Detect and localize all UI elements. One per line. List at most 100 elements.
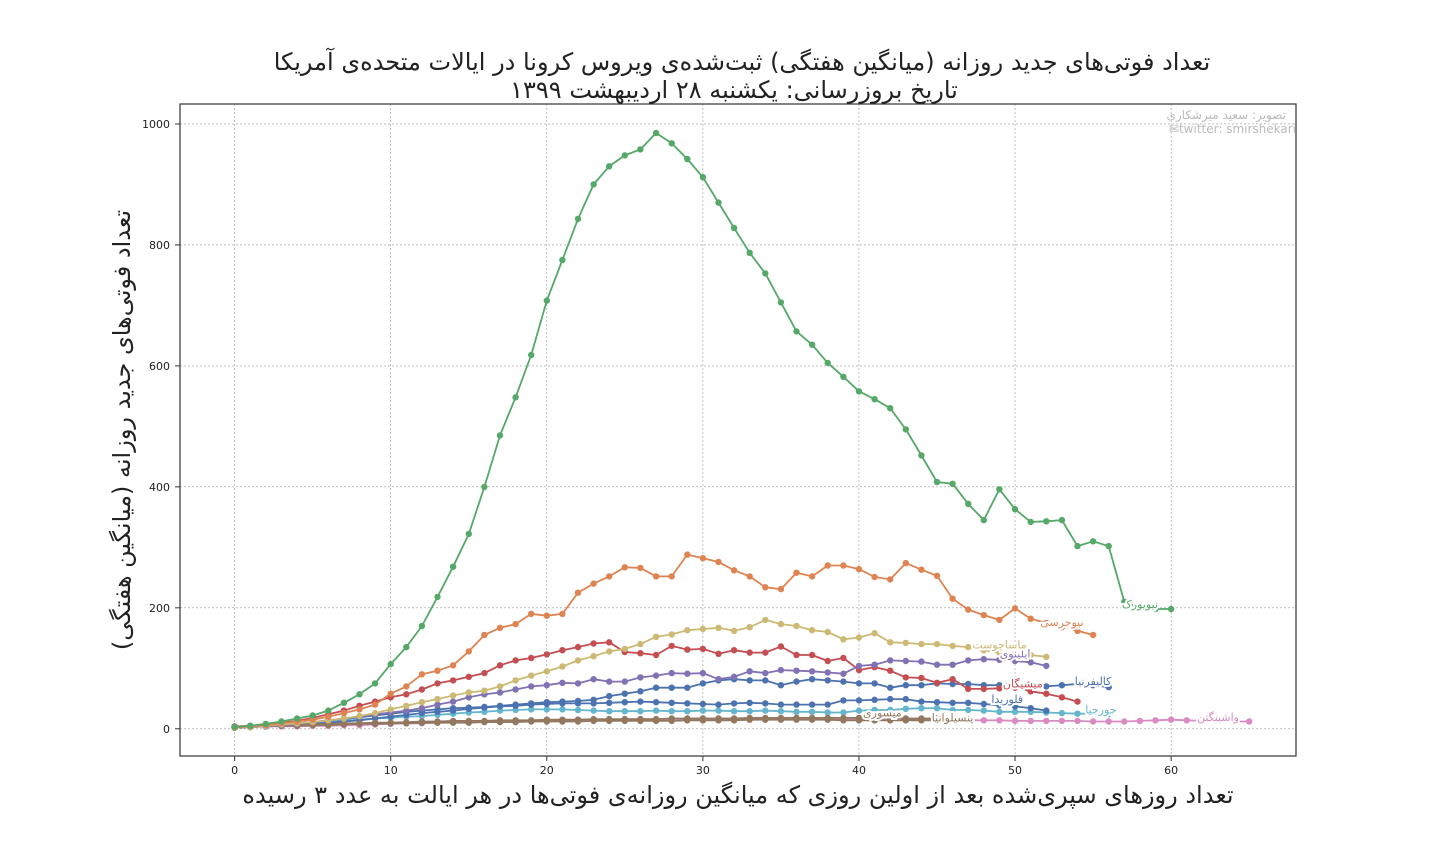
data-point <box>980 707 987 714</box>
data-point <box>699 680 707 687</box>
data-point <box>699 174 707 181</box>
data-point <box>1136 717 1144 725</box>
data-point <box>1011 506 1019 513</box>
data-point <box>1121 718 1128 725</box>
data-point <box>574 589 582 596</box>
data-point <box>449 563 457 570</box>
data-point <box>387 690 394 697</box>
data-point <box>1027 717 1034 725</box>
data-point <box>387 719 394 726</box>
data-point <box>684 708 691 715</box>
data-point <box>933 640 941 648</box>
data-point <box>684 155 691 163</box>
data-point <box>1089 631 1097 639</box>
data-point <box>340 699 348 706</box>
data-point <box>1074 698 1081 705</box>
data-point <box>574 657 582 664</box>
data-point <box>434 593 441 601</box>
data-point <box>730 647 738 654</box>
data-point <box>1027 659 1034 666</box>
data-point <box>418 699 426 706</box>
data-point <box>840 562 847 569</box>
data-point <box>543 651 550 658</box>
data-point <box>762 584 769 591</box>
data-point <box>762 616 769 624</box>
data-point <box>933 705 941 712</box>
data-point <box>855 388 863 395</box>
data-point <box>777 701 785 708</box>
data-point <box>449 677 457 684</box>
data-point <box>621 708 628 715</box>
data-point <box>1043 662 1050 670</box>
data-point <box>559 716 566 723</box>
data-point <box>652 707 660 714</box>
data-point <box>824 701 831 708</box>
data-point <box>684 684 691 691</box>
data-point <box>965 685 972 693</box>
data-point <box>777 620 785 628</box>
data-point <box>824 709 831 716</box>
data-point <box>730 708 738 715</box>
data-point <box>762 714 769 722</box>
x-tick-label: 20 <box>540 764 554 777</box>
data-point <box>746 708 753 715</box>
x-tick-label: 50 <box>1008 764 1022 777</box>
data-point <box>793 678 800 685</box>
data-point <box>918 715 925 722</box>
y-tick-label: 1000 <box>142 118 170 131</box>
data-point <box>965 706 972 714</box>
data-point <box>418 671 426 678</box>
data-point <box>1058 694 1066 701</box>
data-point <box>247 722 254 729</box>
data-point <box>918 452 925 459</box>
data-point <box>965 717 972 724</box>
data-point <box>496 702 504 709</box>
data-point <box>668 684 675 691</box>
series-label: نیویورک <box>1122 598 1158 611</box>
data-point <box>1043 717 1050 725</box>
data-point <box>590 715 597 723</box>
data-point <box>418 686 426 693</box>
data-point <box>699 555 707 562</box>
data-point <box>793 708 800 715</box>
data-point <box>590 653 597 660</box>
data-point <box>1027 682 1034 689</box>
data-point <box>996 702 1003 709</box>
data-point <box>559 698 566 705</box>
data-point <box>1167 716 1175 723</box>
chart-subtitle: تاریخ بروزرسانی: یکشنبه ۲۸ اردیبهشت ۱۳۹۹ <box>510 76 958 104</box>
data-point <box>371 680 379 687</box>
data-point <box>1027 651 1034 659</box>
data-point <box>1011 703 1019 710</box>
data-point <box>1011 605 1019 612</box>
data-point <box>980 516 987 524</box>
data-point <box>481 483 488 491</box>
y-tick-label: 400 <box>149 481 170 494</box>
data-point <box>559 256 566 264</box>
data-point <box>528 683 535 690</box>
data-point <box>340 715 348 722</box>
data-point <box>949 706 956 714</box>
data-point <box>1105 683 1112 691</box>
data-point <box>418 705 426 712</box>
data-point <box>543 682 550 689</box>
data-point <box>871 714 878 722</box>
data-point <box>371 709 379 717</box>
data-point <box>574 643 582 651</box>
data-point <box>590 707 597 714</box>
data-point <box>637 708 644 715</box>
data-point <box>481 631 488 639</box>
data-point <box>481 669 488 677</box>
data-point <box>434 718 441 725</box>
y-axis-label: تعداد فوتی‌های جدید روزانه (میانگین هفتگ… <box>108 210 136 650</box>
data-point <box>730 567 738 574</box>
data-point <box>1230 718 1237 725</box>
data-point <box>746 677 753 684</box>
data-point <box>871 573 878 581</box>
data-point <box>1152 717 1159 724</box>
data-point <box>668 669 675 677</box>
y-tick-label: 0 <box>163 723 170 736</box>
data-point <box>1074 542 1081 550</box>
data-point <box>824 669 831 676</box>
data-point <box>1058 516 1066 524</box>
